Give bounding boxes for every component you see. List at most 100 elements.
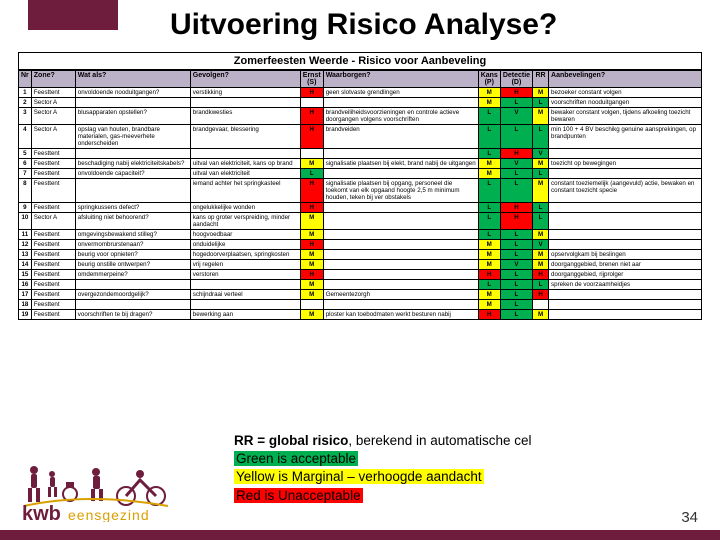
logo-brand-text: kwb [22,503,61,522]
logo-tagline: eensgezind [68,507,150,522]
col-det: Detectie (D) [500,71,532,88]
cell-waarb [323,260,478,270]
cell-rr: M [533,260,549,270]
cell-gev [190,280,300,290]
cell-ernst: H [300,240,323,250]
cell-wat [75,179,190,203]
legend: RR = global risico, berekend in automati… [234,432,532,505]
cell-wat: omgevingsbewakend stilleg? [75,230,190,240]
col-gev: Gevolgen? [190,71,300,88]
cell-kans: L [478,108,500,125]
cell-det: L [500,250,532,260]
table-row: 8Feesttentiemand achter het springkastee… [19,179,702,203]
cell-zone: Feesttent [31,203,75,213]
page-number: 34 [681,509,698,526]
cell-ernst [300,98,323,108]
cell-wat: onvermombrurstenaan? [75,240,190,250]
table-row: 12Feesttentonvermombrurstenaan?onduideli… [19,240,702,250]
cell-det: L [500,98,532,108]
cell-det: H [500,88,532,98]
cell-ernst: M [300,290,323,300]
cell-nr: 7 [19,169,32,179]
cell-det: L [500,125,532,149]
cell-det: L [500,280,532,290]
cell-wat: omdemmerpeine? [75,270,190,280]
cell-nr: 1 [19,88,32,98]
cell-gev [190,149,300,159]
cell-wat: onvoldoende nooduitgangen? [75,88,190,98]
table-row: 9Feesttentspringkussens defect?ongelukke… [19,203,702,213]
cell-nr: 11 [19,230,32,240]
cell-nr: 13 [19,250,32,260]
table-row: 10Sector Aafsluiting niet behoorend?kans… [19,213,702,230]
cell-rr: L [533,203,549,213]
cell-zone: Feesttent [31,240,75,250]
cell-det: L [500,179,532,203]
cell-det: H [500,149,532,159]
cell-det: L [500,300,532,310]
cell-det: L [500,290,532,300]
cell-kans: L [478,203,500,213]
cell-rr: L [533,213,549,230]
cell-wat: afsluiting niet behoorend? [75,213,190,230]
slide-title: Uitvoering Risico Analyse? [170,8,557,42]
cell-aanb: voorschriften nooduitgangen [549,98,702,108]
cell-det: L [500,240,532,250]
cell-ernst: M [300,230,323,240]
cell-aanb: constant toeziemelijk (aangevuld) actie,… [549,179,702,203]
cell-waarb: signalisatie plaatsen bij opgang, person… [323,179,478,203]
cell-nr: 18 [19,300,32,310]
cell-zone: Sector A [31,98,75,108]
cell-zone: Sector A [31,108,75,125]
cell-gev: kans op groter verspreiding, minder aand… [190,213,300,230]
cell-rr [533,300,549,310]
cell-wat: springkussens defect? [75,203,190,213]
cell-aanb: spreken de voorzaamheidjes [549,280,702,290]
table-row: 17Feesttentovergezondemoordgelijk?schijn… [19,290,702,300]
cell-waarb [323,280,478,290]
cell-nr: 19 [19,310,32,320]
cell-det: H [500,203,532,213]
cell-zone: Sector A [31,213,75,230]
cell-kans: L [478,179,500,203]
cell-gev: schijndraai verteel [190,290,300,300]
cell-ernst [300,300,323,310]
cell-waarb [323,98,478,108]
cell-gev: verstikking [190,88,300,98]
col-zone: Zone? [31,71,75,88]
cell-aanb [549,203,702,213]
cell-gev: brandgevaar, blessering [190,125,300,149]
cell-aanb: bezoeker constant volgen [549,88,702,98]
cell-aanb: toezicht op bewegingen [549,159,702,169]
table-row: 18FeesttentML [19,300,702,310]
cell-wat: opslag van houten, brandbare materialen,… [75,125,190,149]
cell-waarb: ploster kan toebodmaten werkt besturen n… [323,310,478,320]
cell-rr: L [533,98,549,108]
table-row: 11Feesttentomgevingsbewakend stilleg?hoo… [19,230,702,240]
cell-kans: L [478,149,500,159]
cell-nr: 5 [19,149,32,159]
cell-zone: Feesttent [31,260,75,270]
table-row: 13Feesttentbeurig voor opnieten?hogedoor… [19,250,702,260]
cell-zone: Feesttent [31,310,75,320]
table-row: 5FeesttentLHV [19,149,702,159]
cell-zone: Feesttent [31,280,75,290]
cell-det: H [500,213,532,230]
cell-aanb [549,240,702,250]
cell-wat [75,149,190,159]
cell-nr: 4 [19,125,32,149]
cell-nr: 14 [19,260,32,270]
cell-ernst: M [300,280,323,290]
cell-wat: beurig onstille ontwerpen? [75,260,190,270]
risk-table-container: Zomerfeesten Weerde - Risico voor Aanbev… [18,52,702,320]
cell-waarb [323,203,478,213]
brand-block [28,0,118,30]
cell-det: L [500,230,532,240]
col-kans: Kans (P) [478,71,500,88]
cell-waarb [323,213,478,230]
col-ernst: Ernst (S) [300,71,323,88]
cell-aanb: opservolgkam bij beslingen [549,250,702,260]
cell-zone: Feesttent [31,169,75,179]
cell-kans: H [478,270,500,280]
cell-zone: Feesttent [31,230,75,240]
